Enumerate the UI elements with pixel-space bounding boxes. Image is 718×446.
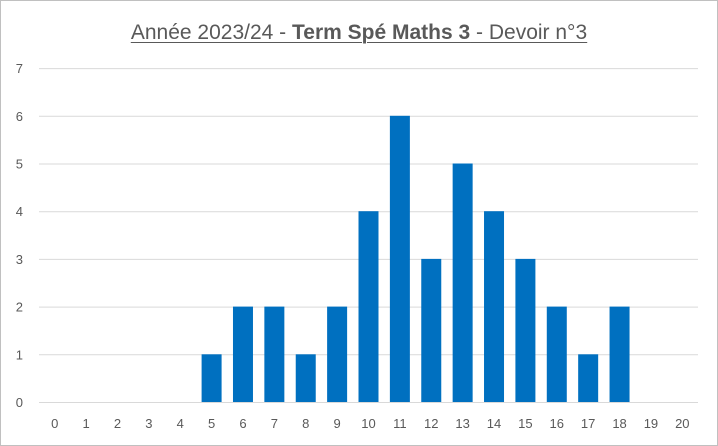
- x-tick-label: 19: [644, 416, 658, 431]
- x-tick-label: 18: [612, 416, 626, 431]
- x-tick-label: 3: [145, 416, 152, 431]
- title-class-name: Term Spé Maths 3: [292, 21, 471, 44]
- bars: [201, 115, 630, 403]
- x-tick-label: 0: [51, 416, 58, 431]
- bar: [232, 306, 253, 402]
- y-tick-label: 2: [16, 300, 23, 315]
- y-tick-label: 4: [16, 204, 23, 219]
- bar: [578, 354, 599, 402]
- bar: [358, 211, 379, 402]
- bar: [389, 115, 410, 403]
- bar: [515, 258, 536, 402]
- title-prefix: Année 2023/24 -: [130, 21, 293, 44]
- x-axis-ticks: 0 1 2 3 4 5 6 7 8 9 10 11 12 13 14 15 16 17 18 19 20: [51, 416, 689, 431]
- x-tick-label: 13: [455, 416, 469, 431]
- y-tick-label: 5: [16, 157, 23, 172]
- bar: [295, 354, 316, 402]
- x-tick-label: 17: [581, 416, 595, 431]
- bar: [484, 211, 505, 402]
- chart-title: Année 2023/24 - Term Spé Maths 3 - Devoi…: [1, 21, 717, 45]
- title-suffix: - Devoir n°3: [470, 21, 588, 44]
- bar: [327, 306, 348, 402]
- x-tick-label: 1: [82, 416, 89, 431]
- y-tick-label: 3: [16, 252, 23, 267]
- x-tick-label: 6: [239, 416, 246, 431]
- x-tick-label: 7: [271, 416, 278, 431]
- x-tick-label: 4: [177, 416, 184, 431]
- y-tick-label: 0: [16, 395, 23, 410]
- bar: [201, 354, 222, 402]
- y-axis-ticks: 0 1 2 3 4 5 6 7: [16, 61, 23, 410]
- x-tick-label: 20: [675, 416, 689, 431]
- y-tick-label: 6: [16, 109, 23, 124]
- x-tick-label: 10: [361, 416, 375, 431]
- bar: [546, 306, 567, 402]
- x-tick-label: 5: [208, 416, 215, 431]
- y-tick-label: 1: [16, 347, 23, 362]
- bar: [609, 306, 630, 402]
- x-tick-label: 15: [518, 416, 532, 431]
- x-tick-label: 16: [550, 416, 564, 431]
- x-tick-label: 8: [302, 416, 309, 431]
- bar: [452, 163, 473, 402]
- bar: [264, 306, 285, 402]
- x-tick-label: 9: [334, 416, 341, 431]
- y-tick-label: 7: [16, 61, 23, 76]
- x-tick-label: 12: [424, 416, 438, 431]
- bar: [421, 258, 442, 402]
- x-tick-label: 2: [114, 416, 121, 431]
- x-tick-label: 11: [393, 416, 407, 431]
- x-tick-label: 14: [487, 416, 501, 431]
